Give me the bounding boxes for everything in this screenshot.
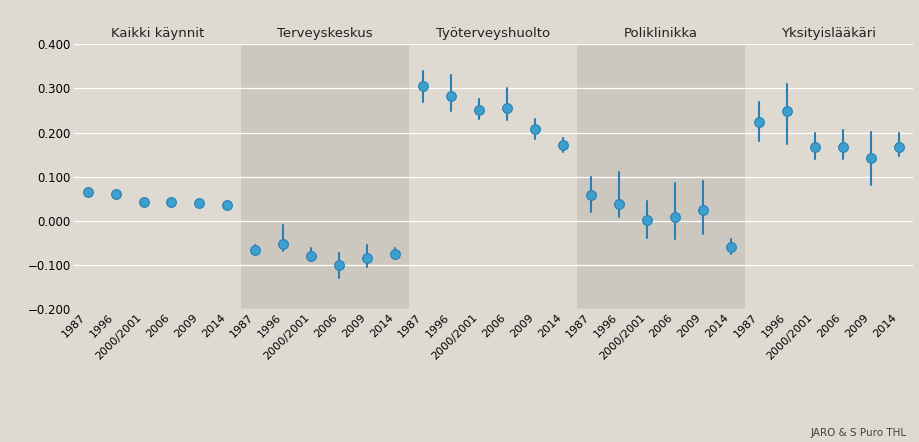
Title: Yksityislääkäri: Yksityislääkäri xyxy=(780,27,875,40)
Title: Työterveyshuolto: Työterveyshuolto xyxy=(436,27,550,40)
Text: JARO & S Puro THL: JARO & S Puro THL xyxy=(810,427,905,438)
Title: Poliklinikka: Poliklinikka xyxy=(623,27,698,40)
Title: Terveyskeskus: Terveyskeskus xyxy=(278,27,373,40)
Title: Kaikki käynnit: Kaikki käynnit xyxy=(111,27,204,40)
